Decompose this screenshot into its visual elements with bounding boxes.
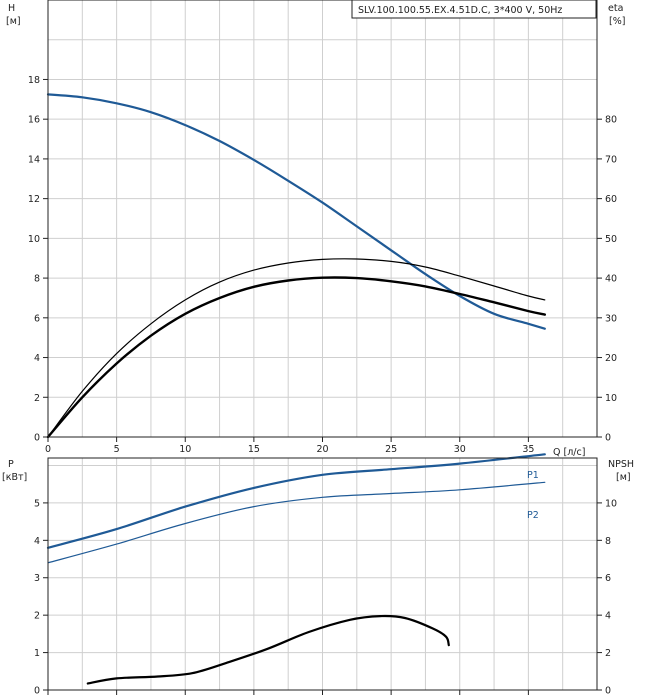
top-series-line-0 bbox=[46, 93, 546, 330]
y-left-tick-label: 4 bbox=[34, 353, 40, 364]
y-right-tick-label: 10 bbox=[605, 498, 617, 509]
p1-series-label: P1 bbox=[527, 470, 539, 481]
bot-series-line-0 bbox=[46, 453, 546, 549]
y-left-tick-label: 8 bbox=[34, 274, 40, 285]
top-left-axis-name: H bbox=[8, 3, 15, 14]
y-right-tick-label: 6 bbox=[605, 573, 611, 584]
y-right-tick-label: 8 bbox=[605, 536, 611, 547]
p2-series-label: P2 bbox=[527, 510, 539, 521]
y-right-tick-label: 2 bbox=[605, 648, 611, 659]
bottom-chart-ticks: 0 1 2 3 4 5 0 2 4 6 8 10 bbox=[34, 498, 617, 696]
y-right-tick-label: 60 bbox=[605, 194, 617, 205]
x-tick-label: 15 bbox=[248, 444, 260, 455]
y-right-tick-label: 80 bbox=[605, 115, 617, 126]
y-right-tick-label: 70 bbox=[605, 154, 617, 165]
x-tick-label: 10 bbox=[179, 444, 191, 455]
y-left-tick-label: 14 bbox=[28, 154, 40, 165]
bottom-chart-curves bbox=[46, 453, 546, 685]
bottom-right-axis-unit: [м] bbox=[616, 472, 631, 483]
y-left-tick-label: 6 bbox=[34, 313, 40, 324]
y-left-tick-label: 16 bbox=[28, 115, 40, 126]
y-left-tick-label: 3 bbox=[34, 573, 40, 584]
top-right-axis-unit: [%] bbox=[609, 16, 625, 27]
top-chart-ticks: 0 5 10 15 20 25 30 35 0 2 4 6 8 10 12 14 16 18 0 10 20 30 40 50… bbox=[28, 75, 617, 455]
x-tick-label: 20 bbox=[316, 444, 328, 455]
bot-series-line-1 bbox=[47, 481, 546, 564]
top-left-axis-unit: [м] bbox=[6, 16, 21, 27]
x-tick-label: 30 bbox=[454, 444, 466, 455]
y-left-tick-label: 5 bbox=[34, 498, 40, 509]
y-right-tick-label: 10 bbox=[605, 393, 617, 404]
top-chart-grid bbox=[48, 0, 597, 437]
bottom-left-axis-unit: [кВт] bbox=[2, 472, 27, 483]
y-left-tick-label: 0 bbox=[34, 686, 40, 697]
top-series-line-2 bbox=[46, 276, 546, 439]
y-right-tick-label: 0 bbox=[605, 686, 611, 697]
y-right-tick-label: 20 bbox=[605, 353, 617, 364]
chart-title: SLV.100.100.55.EX.4.51D.C, 3*400 V, 50Hz bbox=[358, 5, 562, 16]
bottom-left-axis-name: P bbox=[8, 459, 14, 470]
y-left-tick-label: 10 bbox=[28, 234, 40, 245]
top-series-line-1 bbox=[47, 258, 546, 438]
top-chart-frame bbox=[47, 0, 598, 438]
bot-series-line-2 bbox=[86, 614, 450, 685]
y-left-tick-label: 2 bbox=[34, 611, 40, 622]
top-right-axis-name: eta bbox=[608, 3, 623, 14]
top-chart-curves bbox=[46, 93, 546, 439]
bottom-chart-grid bbox=[48, 458, 597, 690]
bottom-chart-frame bbox=[47, 457, 598, 691]
title-box bbox=[351, 0, 597, 19]
y-right-tick-label: 0 bbox=[605, 433, 611, 444]
y-right-tick-label: 4 bbox=[605, 611, 611, 622]
y-left-tick-label: 2 bbox=[34, 393, 40, 404]
x-tick-label: 5 bbox=[114, 444, 120, 455]
y-right-tick-label: 30 bbox=[605, 313, 617, 324]
y-left-tick-label: 12 bbox=[28, 194, 40, 205]
x-tick-label: 0 bbox=[45, 444, 51, 455]
x-tick-label: 35 bbox=[522, 444, 534, 455]
y-left-tick-label: 18 bbox=[28, 75, 40, 86]
y-left-tick-label: 1 bbox=[34, 648, 40, 659]
bottom-right-axis-name: NPSH bbox=[608, 459, 634, 470]
y-right-tick-label: 40 bbox=[605, 274, 617, 285]
y-left-tick-label: 4 bbox=[34, 536, 40, 547]
y-left-tick-label: 0 bbox=[34, 433, 40, 444]
y-right-tick-label: 50 bbox=[605, 234, 617, 245]
x-axis-label: Q [л/с] bbox=[553, 447, 585, 458]
x-tick-label: 25 bbox=[385, 444, 397, 455]
